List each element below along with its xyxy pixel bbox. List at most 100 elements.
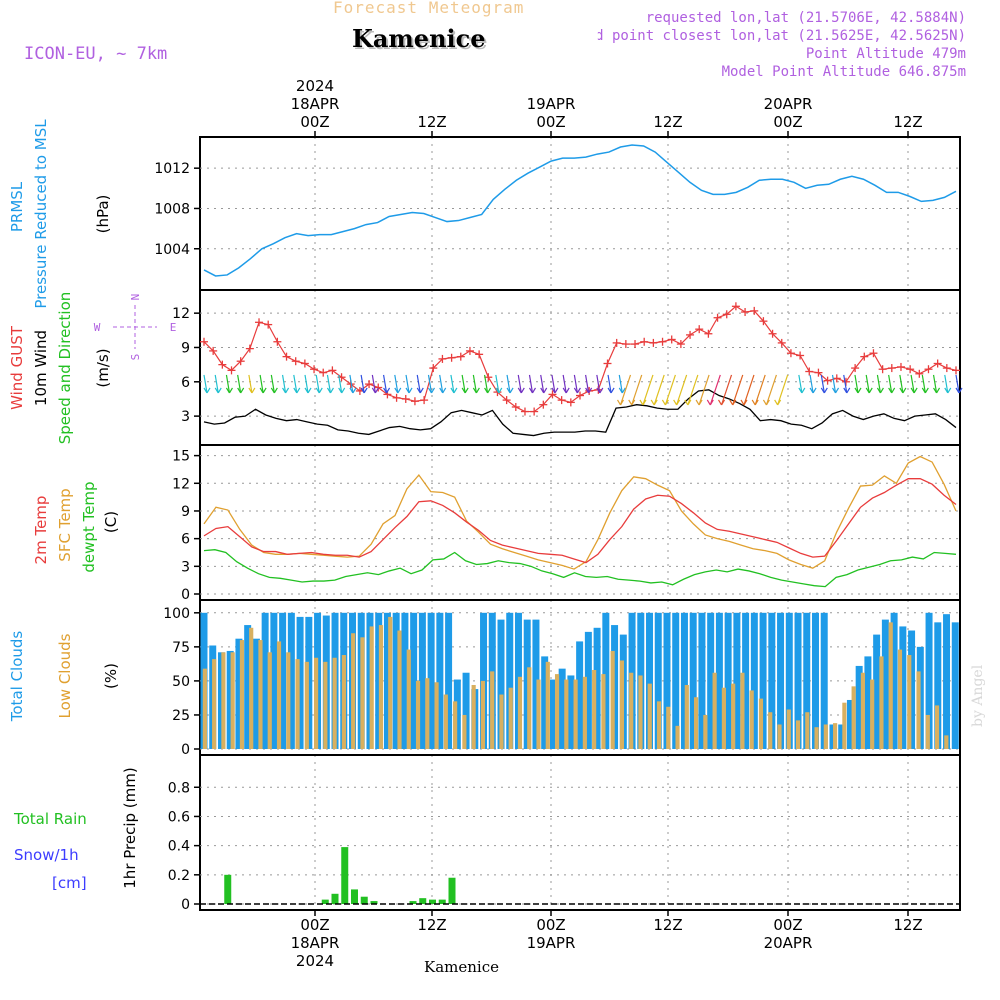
gust-marker [649,338,658,347]
low-cloud-bar [536,679,541,749]
gust-marker [887,364,896,373]
total-cloud-bar [602,612,610,749]
total-cloud-bar [497,619,505,749]
gust-marker [328,366,337,375]
gust-marker [686,330,695,339]
gust-marker [310,365,319,374]
low-cloud-bar [286,652,291,749]
temp-tick-label: 0 [181,587,190,603]
total-cloud-bar [584,631,592,749]
gust-marker [612,338,621,347]
wind-direction-arrow [225,374,233,394]
wind-direction-arrow [326,374,334,394]
wind-direction-arrow [394,374,402,394]
gust-marker [576,391,584,400]
temp-dewpt-label: dewpt Temp [80,481,98,572]
wind-direction-arrow [955,374,963,394]
wind-direction-arrow [585,374,593,394]
gust-marker [291,357,300,366]
low-cloud-bar [499,694,504,749]
low-cloud-bar [351,633,356,749]
gust-marker [796,351,805,360]
low-cloud-bar [703,714,708,749]
gust-marker [429,364,438,373]
gust-marker [906,365,915,374]
low-cloud-bar [805,712,810,749]
low-cloud-bar [212,659,217,749]
gust-marker [832,374,841,383]
gust-marker [786,349,795,358]
low-cloud-bar [425,678,430,749]
gust-marker [282,352,291,361]
panel-pressure [199,136,961,291]
temp-tick-label: 3 [181,559,190,575]
wind-speed-dir-label: Speed and Direction [56,292,74,445]
sfc-temp-line [203,455,957,570]
low-cloud-bar [369,626,374,749]
bottom-axis-time: 00Z [300,916,329,934]
wind-direction-arrow [214,374,222,394]
low-cloud-bar [267,652,272,749]
low-cloud-bar [823,724,828,749]
top-axis-time: 12Z [417,113,446,131]
gust-marker [667,335,676,344]
total-cloud-bar [226,650,234,749]
wind-tick-label: 6 [181,375,190,391]
wind-direction-arrow [405,374,413,394]
gust-marker [365,380,374,389]
gust-marker [750,306,759,315]
low-cloud-bar [879,656,884,749]
gust-marker [695,325,704,334]
total-cloud-bar [724,612,732,749]
gust-marker [860,352,869,361]
total-cloud-bar [541,656,549,749]
footer-location: Kamenice [424,958,499,976]
gust-marker [851,364,860,373]
low-cloud-bar [897,649,903,749]
gust-marker [520,407,529,416]
wind-direction-arrow [820,374,828,394]
temp-2m-line [203,478,957,564]
wind-direction-arrow [809,374,817,394]
bottom-axis-date: 19APR [527,934,576,952]
wind-direction-arrow [237,374,245,394]
wind-direction-arrow [248,374,256,394]
total-cloud-bar [864,656,872,749]
gust-marker [777,338,786,347]
wind-direction-arrow [650,374,665,406]
wind-direction-arrow [729,374,744,406]
wind-direction-arrow [876,374,884,394]
pressure-line [203,144,957,277]
temp-tick-label: 6 [181,532,190,548]
location-title: Kamenice [352,24,486,53]
wind-direction-arrow [259,374,267,394]
low-cloud-bar [638,675,643,749]
bottom-axis-time: 12Z [893,916,922,934]
precip-tick-label: 0.4 [168,839,190,855]
bottom-axis-time: 12Z [653,916,682,934]
gust-marker [484,373,493,382]
wind-direction-arrow [416,374,424,394]
pressure-label-long: Pressure Reduced to MSL [32,119,50,309]
total-cloud-bar [803,612,811,749]
low-cloud-bar [471,684,476,749]
gust-marker [539,400,548,409]
rain-bar [321,899,329,904]
wind-direction-arrow [293,374,301,394]
total-cloud-bar [759,612,767,749]
pressure-unit: (hPa) [94,195,112,234]
wind-direction-arrow [495,374,503,394]
wind-direction-arrow [573,374,581,394]
low-cloud-bar [415,680,421,749]
gust-marker [456,352,465,361]
total-cloud-bar [794,612,802,749]
wind-tick-label: 12 [172,306,190,322]
wind-direction-arrow [639,374,654,406]
precip-tick-label: 0.8 [168,780,190,796]
requested-coords: requested lon,lat (21.5706E, 42.5884N) [645,10,966,26]
gust-marker [319,368,328,377]
low-cloud-bar [360,637,365,749]
pressure-tick-label: 1004 [154,242,190,258]
total-cloud-bar [410,612,418,749]
